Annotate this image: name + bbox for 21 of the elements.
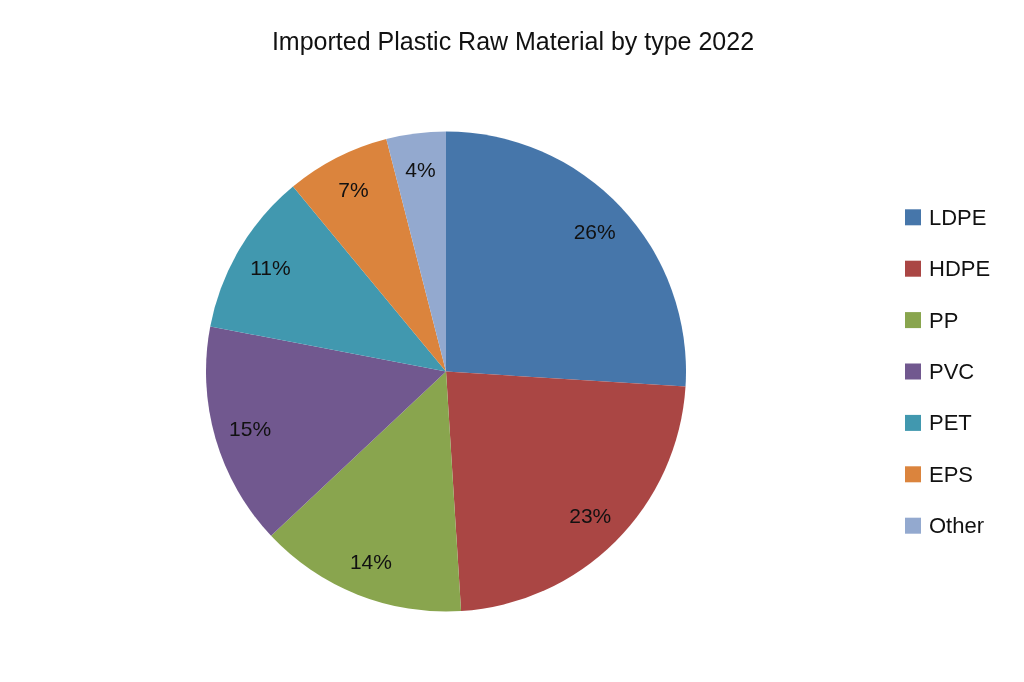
chart-title: Imported Plastic Raw Material by type 2022 (271, 27, 755, 55)
data-label: 11% (250, 256, 291, 280)
pie-slice (386, 131, 446, 372)
legend-label: PP (929, 307, 959, 333)
data-label: 4% (405, 157, 436, 181)
pie-slice (271, 371, 462, 612)
pie-slice (293, 139, 446, 372)
legend-label: EPS (929, 461, 974, 487)
legend-label: PET (929, 410, 972, 436)
data-label: 15% (229, 416, 272, 440)
legend-label: HDPE (929, 256, 991, 282)
pie-slice (446, 131, 686, 387)
pie-slice (206, 326, 446, 536)
data-label: 14% (349, 549, 392, 573)
data-label: 23% (569, 504, 612, 528)
legend-label: PVC (929, 359, 975, 384)
data-label: 26% (573, 220, 616, 244)
legend-label: LDPE (929, 204, 987, 230)
pie-slice (446, 371, 686, 612)
data-label: 7% (338, 178, 369, 202)
legend-label: Other (929, 513, 985, 539)
